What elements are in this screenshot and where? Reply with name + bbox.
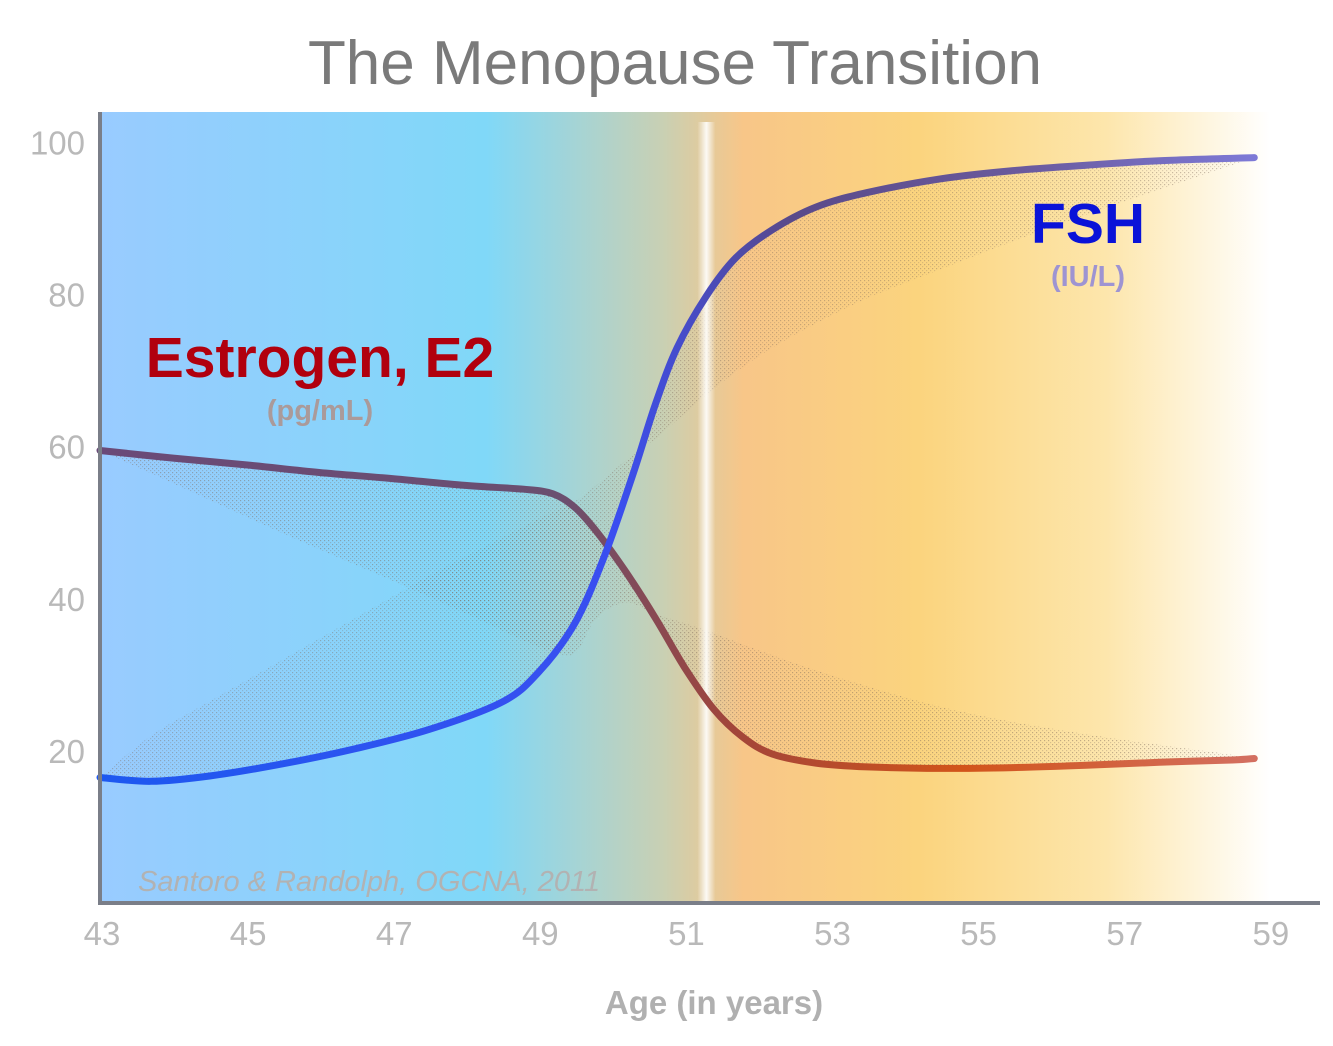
fsh-range-band <box>100 157 1255 782</box>
y-tick-label: 80 <box>48 277 85 314</box>
x-tick-label: 49 <box>522 915 559 952</box>
y-tick-label: 40 <box>48 581 85 618</box>
estrogen-range-band <box>100 450 1255 769</box>
fsh-series-label: FSH <box>1031 192 1145 256</box>
x-axis-ticks: 43 45 47 49 51 53 55 57 59 <box>84 915 1290 952</box>
series-lines <box>96 154 1258 785</box>
x-tick-label: 53 <box>814 915 851 952</box>
estrogen-series-line <box>96 447 1258 772</box>
x-axis-label: Age (in years) <box>605 984 823 1021</box>
estrogen-series-unit: (pg/mL) <box>267 395 373 427</box>
x-tick-label: 47 <box>376 915 413 952</box>
x-tick-label: 45 <box>230 915 267 952</box>
fsh-series-line <box>96 154 1258 785</box>
final-menstrual-period-marker <box>697 122 716 903</box>
fsh-series-unit: (IU/L) <box>1051 261 1125 293</box>
x-tick-label: 51 <box>668 915 705 952</box>
y-tick-label: 100 <box>30 124 85 161</box>
x-tick-label: 55 <box>960 915 997 952</box>
y-tick-label: 60 <box>48 429 85 466</box>
estrogen-series-label: Estrogen, E2 <box>146 326 494 390</box>
fmp-glow-line <box>697 122 716 903</box>
chart-title: The Menopause Transition <box>308 29 1042 98</box>
x-tick-label: 43 <box>84 915 121 952</box>
source-citation: Santoro & Randolph, OGCNA, 2011 <box>138 866 600 898</box>
y-tick-label: 20 <box>48 733 85 770</box>
range-bands <box>100 157 1255 782</box>
x-tick-label: 57 <box>1106 915 1143 952</box>
y-axis-ticks: 20 40 60 80 100 <box>30 124 85 769</box>
x-tick-label: 59 <box>1253 915 1290 952</box>
axes <box>98 112 1320 905</box>
